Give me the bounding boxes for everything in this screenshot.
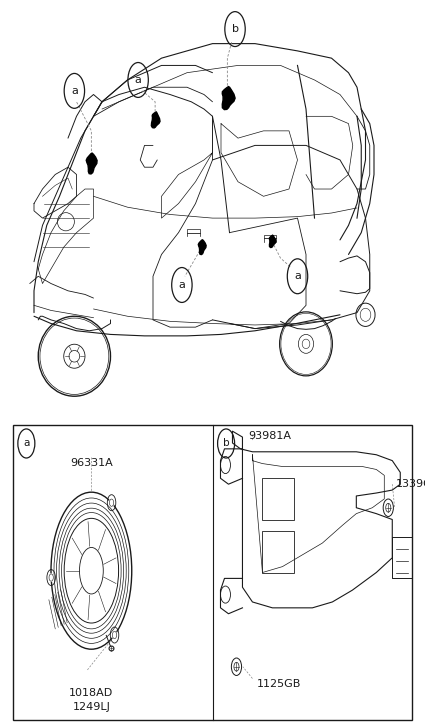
Text: 1339CC: 1339CC xyxy=(396,479,425,489)
Bar xyxy=(262,478,295,520)
Text: a: a xyxy=(178,280,185,290)
Text: 96331A: 96331A xyxy=(70,458,113,468)
Text: a: a xyxy=(135,75,142,85)
Polygon shape xyxy=(222,87,235,110)
Text: 1249LJ: 1249LJ xyxy=(72,702,110,712)
Text: a: a xyxy=(71,86,78,96)
Text: a: a xyxy=(23,438,29,449)
Circle shape xyxy=(112,631,116,638)
Circle shape xyxy=(49,574,53,581)
Text: b: b xyxy=(223,438,230,449)
Circle shape xyxy=(234,662,239,671)
Polygon shape xyxy=(198,240,206,254)
Bar xyxy=(13,425,412,720)
Text: a: a xyxy=(294,271,301,281)
Circle shape xyxy=(109,499,113,506)
Circle shape xyxy=(386,503,391,512)
Text: b: b xyxy=(232,24,238,34)
Text: 93981A: 93981A xyxy=(249,431,292,441)
Polygon shape xyxy=(86,153,97,174)
Text: 1018AD: 1018AD xyxy=(69,688,113,698)
Bar xyxy=(262,531,295,573)
Polygon shape xyxy=(269,236,276,247)
Polygon shape xyxy=(151,112,160,128)
Text: 1125GB: 1125GB xyxy=(256,680,301,689)
